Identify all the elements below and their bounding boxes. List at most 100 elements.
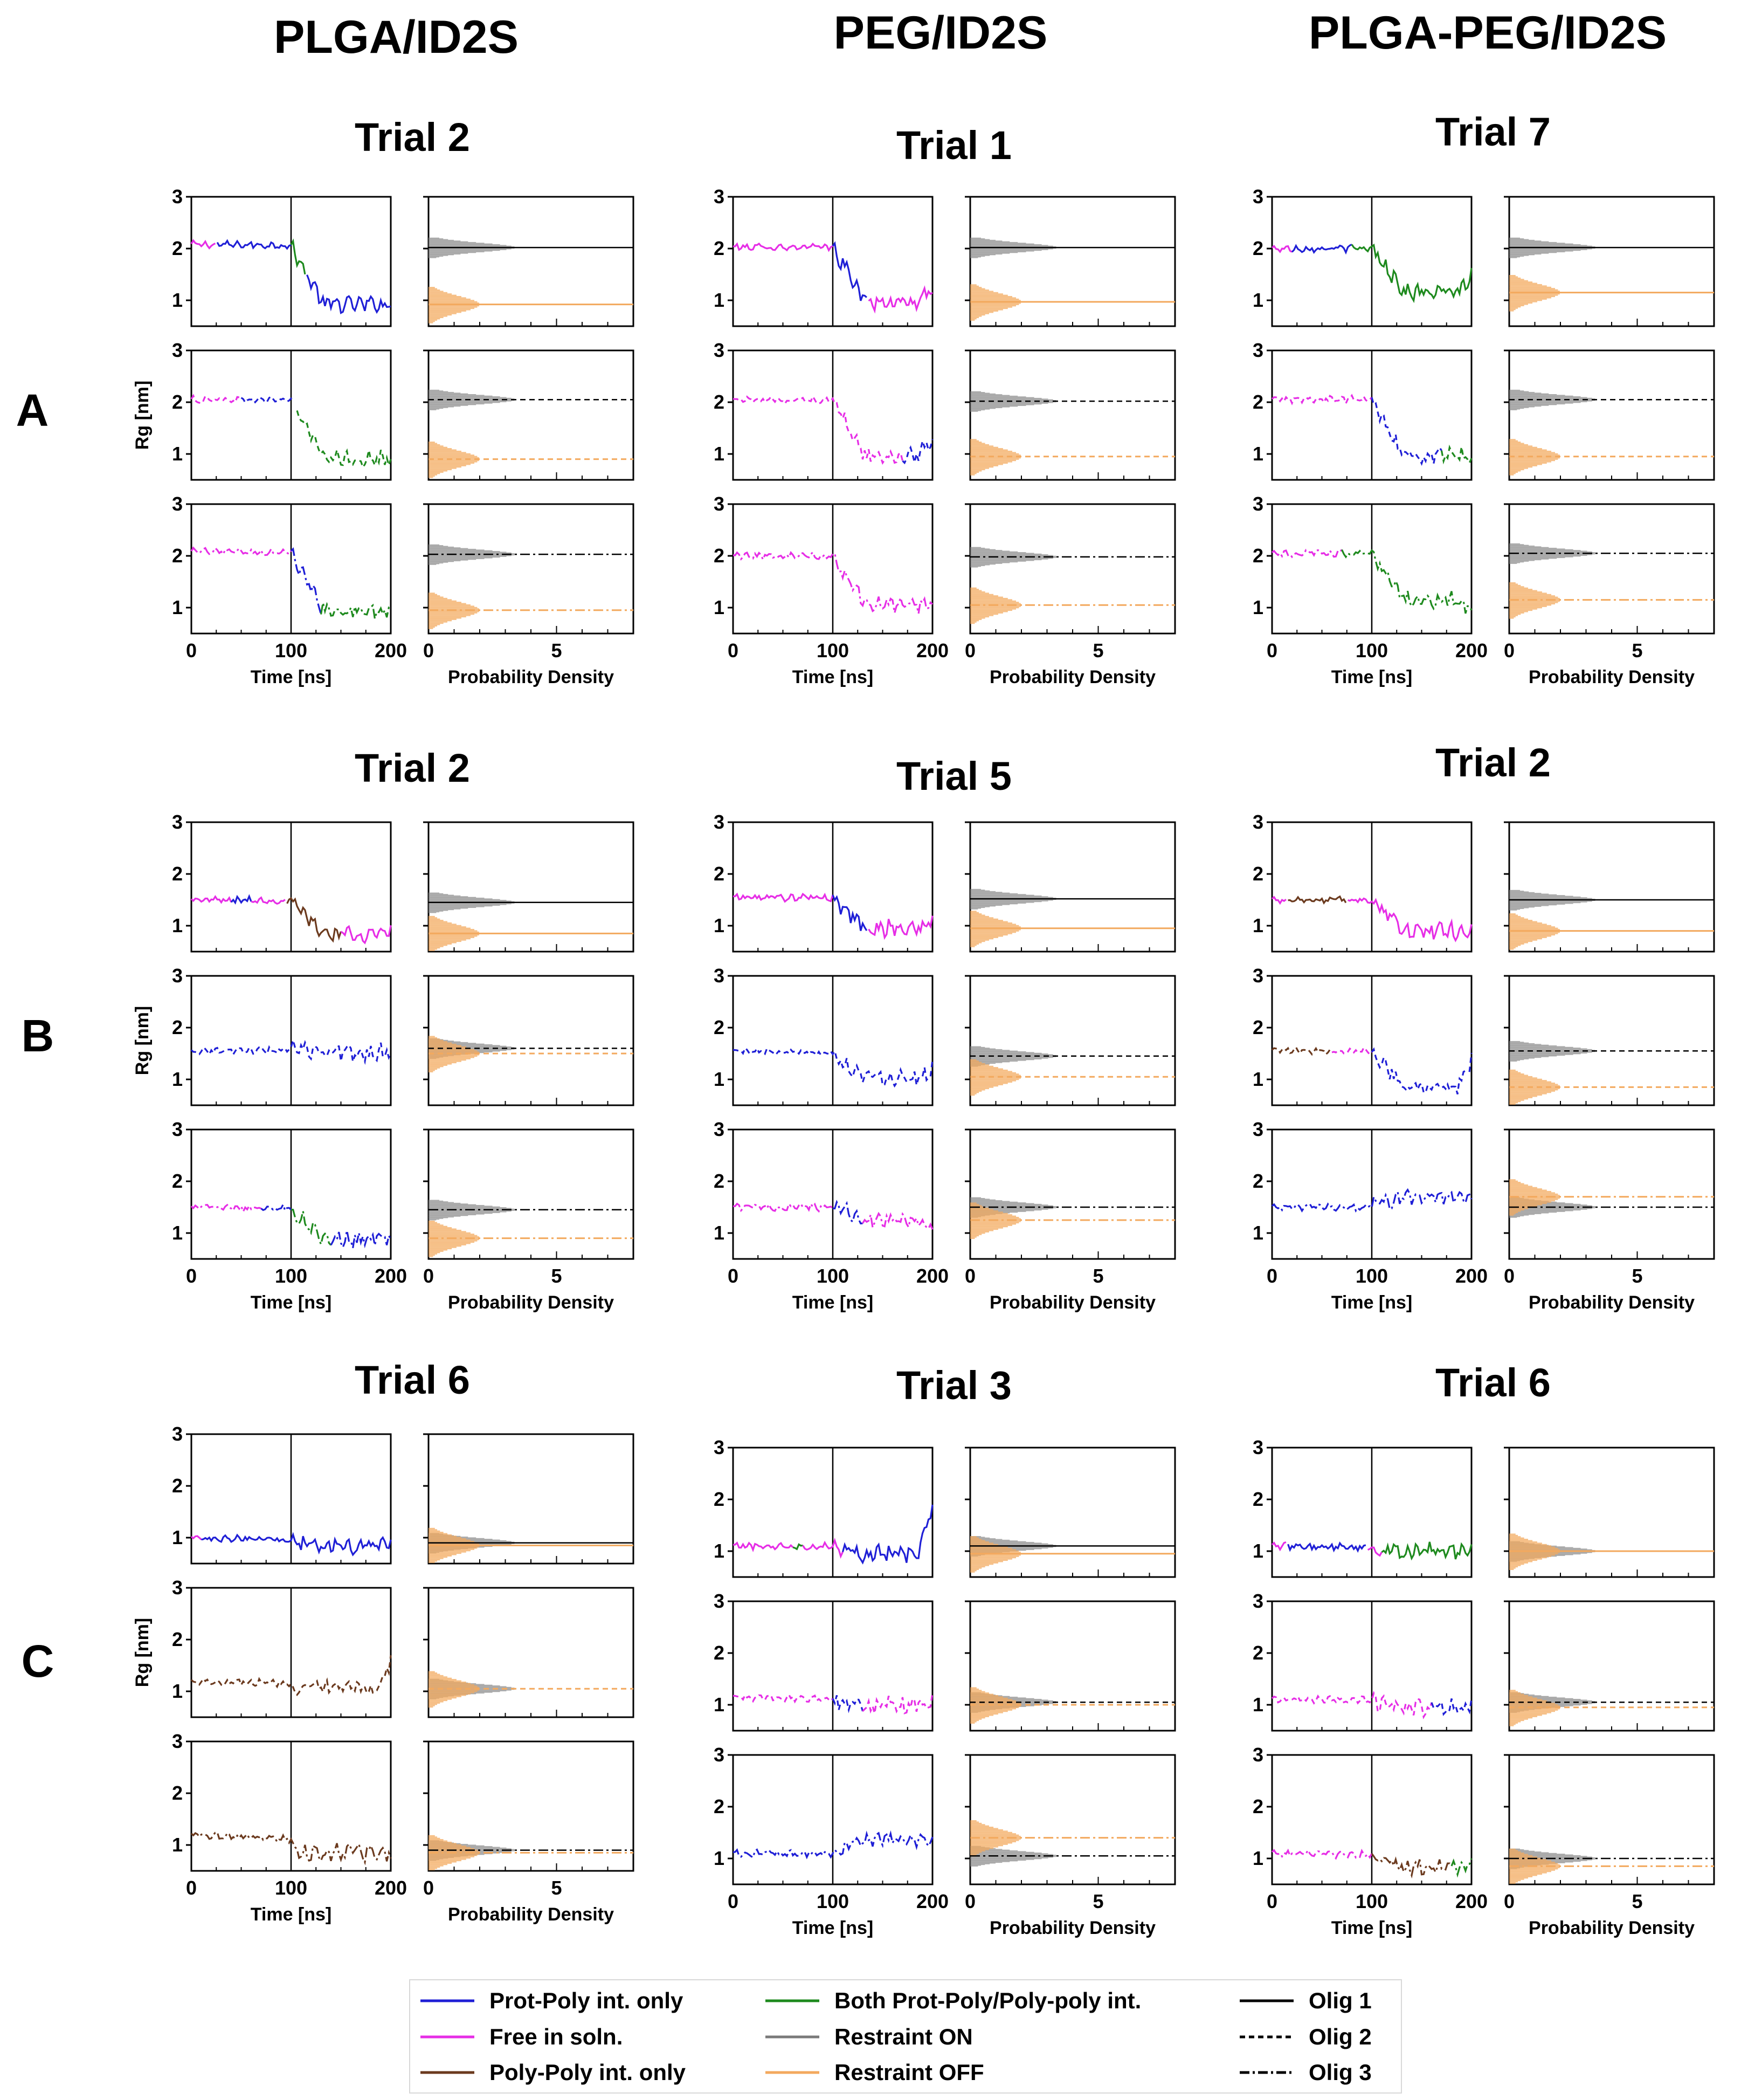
restraint-off-bar (429, 593, 435, 594)
restraint-off-bar (429, 1841, 452, 1843)
rg-trace-segment (251, 896, 286, 905)
restraint-off-bar (970, 1090, 982, 1092)
restraint-off-bar (1509, 1859, 1547, 1861)
density-axis-label: Probability Density (1529, 1292, 1695, 1313)
rg-trace-segment (190, 1655, 392, 1697)
restraint-off-bar (970, 1085, 998, 1087)
restraint-on-bar (1509, 246, 1595, 247)
restraint-on-bar (1509, 1045, 1557, 1046)
restraint-off-bar (1509, 594, 1551, 596)
restraint-off-bar (429, 613, 475, 615)
restraint-off-bar (970, 1568, 979, 1570)
restraint-off-bar (429, 1036, 435, 1037)
restraint-on-bar (970, 1540, 1018, 1541)
x-tick-label: 5 (1093, 1890, 1103, 1912)
restraint-on-bar (429, 247, 515, 249)
restraint-on-bar (429, 240, 461, 242)
restraint-off-bar (970, 1537, 979, 1539)
restraint-off-bar (429, 1530, 440, 1532)
rg-trace-segment (868, 285, 933, 314)
legend-box (409, 1979, 1402, 2094)
restraint-off-bar (1509, 472, 1516, 474)
restraint-on-bar (429, 905, 500, 906)
restraint-off-bar (1509, 1539, 1528, 1540)
restraint-off-bar (970, 1554, 1021, 1556)
restraint-off-bar (1509, 444, 1528, 446)
y-tick-label: 1 (714, 1222, 724, 1244)
y-tick-label: 2 (172, 1016, 183, 1038)
row-label-b: B (22, 1010, 54, 1061)
restraint-on-bar (1509, 562, 1521, 563)
restraint-on-bar (1509, 558, 1557, 559)
restraint-off-bar (1509, 1547, 1558, 1550)
restraint-off-bar (970, 448, 1003, 450)
column-header-plga: PLGA/ID2S (274, 11, 519, 63)
restraint-off-bar (970, 1214, 1012, 1216)
restraint-on-bar (1509, 1698, 1573, 1699)
restraint-off-bar (970, 1073, 1019, 1075)
restraint-off-bar (1509, 450, 1551, 452)
restraint-off-bar (970, 915, 989, 918)
restraint-off-bar (1509, 1716, 1537, 1717)
restraint-on-bar (970, 904, 1010, 905)
restraint-on-bar (429, 1218, 440, 1220)
restraint-off-bar (970, 1223, 1017, 1225)
restraint-off-bar (970, 605, 1021, 607)
restraint-off-bar (1509, 305, 1524, 306)
rg-trace-segment (190, 239, 216, 250)
restraint-off-bar (970, 1224, 1012, 1226)
restraint-on-bar (429, 238, 444, 239)
restraint-off-bar (429, 1676, 447, 1678)
rg-trace-segment (286, 897, 342, 943)
restraint-on-bar (970, 395, 1010, 396)
restraint-off-bar (1509, 1717, 1533, 1719)
restraint-off-bar (1509, 1182, 1521, 1183)
restraint-off-bar (970, 1719, 979, 1722)
restraint-off-bar (970, 608, 1017, 610)
restraint-off-bar (1509, 1193, 1558, 1195)
restraint-off-bar (429, 1245, 461, 1247)
restraint-off-bar (1509, 297, 1551, 299)
restraint-on-bar (429, 391, 448, 392)
restraint-off-bar (970, 306, 1012, 308)
restraint-off-bar (429, 1071, 433, 1072)
restraint-off-bar (1509, 1713, 1547, 1715)
restraint-off-bar (429, 1037, 438, 1039)
restraint-off-bar (970, 1075, 1021, 1076)
restraint-off-bar (970, 1822, 982, 1824)
x-tick-label: 100 (817, 1265, 849, 1287)
restraint-off-bar (429, 1865, 444, 1867)
restraint-off-bar (1509, 1075, 1528, 1076)
restraint-on-bar (970, 1859, 1034, 1860)
restraint-off-bar (1509, 1078, 1542, 1080)
restraint-off-bar (970, 621, 977, 623)
restraint-off-bar (1509, 301, 1537, 302)
restraint-on-bar (429, 892, 440, 893)
y-tick-label: 3 (172, 1730, 183, 1752)
legend-label: Olig 2 (1309, 2024, 1372, 2049)
restraint-off-bar (970, 1086, 994, 1088)
restraint-on-bar (429, 904, 507, 905)
restraint-on-bar (970, 548, 990, 549)
restraint-off-bar (1509, 1546, 1556, 1548)
restraint-off-bar (429, 1554, 457, 1555)
y-tick-label: 3 (1253, 965, 1263, 987)
density-axes-frame (427, 1587, 634, 1718)
restraint-off-bar (1509, 1558, 1542, 1560)
restraint-off-bar (970, 940, 985, 942)
restraint-off-bar (1509, 464, 1542, 465)
y-tick-label: 1 (1253, 443, 1263, 465)
restraint-off-bar (970, 1225, 1008, 1228)
rg-trace-segment (1271, 896, 1287, 905)
restraint-off-bar (1509, 1086, 1560, 1088)
y-tick-label: 3 (1253, 1744, 1263, 1766)
restraint-off-bar (429, 1046, 466, 1048)
restraint-on-bar (1509, 400, 1595, 401)
restraint-off-bar (1509, 290, 1560, 292)
x-tick-label: 0 (1267, 1265, 1277, 1287)
restraint-off-bar (970, 1227, 1003, 1229)
restraint-on-bar (1509, 554, 1592, 555)
restraint-off-bar (1509, 446, 1537, 449)
rg-trace-segment (1371, 1047, 1473, 1094)
